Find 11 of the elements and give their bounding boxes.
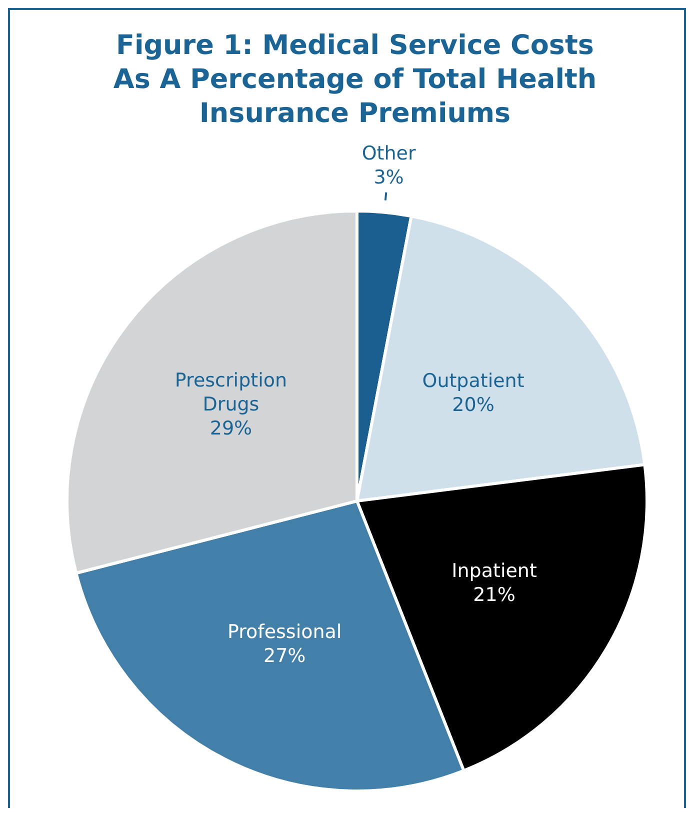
data-label: 27%	[263, 645, 306, 668]
data-label: 29%	[210, 417, 252, 440]
slice-label: Outpatient	[422, 370, 524, 392]
data-label: 20%	[452, 394, 494, 416]
slice-label: Professional	[227, 621, 342, 644]
data-label: 21%	[473, 584, 516, 606]
chart-title: Figure 1: Medical Service Costs As A Percentage of Total Health Insurance Premiums	[113, 30, 597, 129]
slice-label: Prescription Drugs	[174, 369, 288, 416]
slice-label: Inpatient	[452, 560, 537, 582]
slice-label: Other	[362, 142, 416, 164]
data-label: 3%	[374, 166, 404, 188]
